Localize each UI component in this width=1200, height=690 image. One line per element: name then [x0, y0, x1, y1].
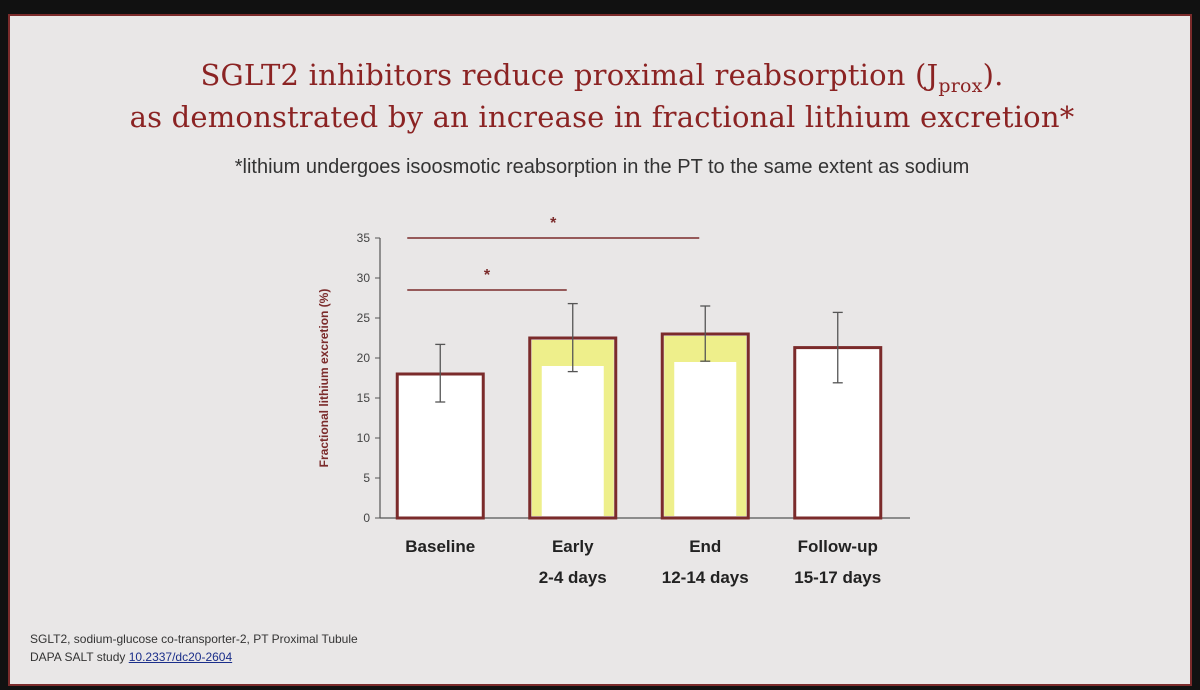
- title-end-text: ).: [982, 58, 1004, 92]
- title-line-1: SGLT2 inhibitors reduce proximal reabsor…: [10, 58, 1194, 97]
- footnote: SGLT2, sodium-glucose co-transporter-2, …: [30, 630, 358, 666]
- category-label: Baseline: [405, 537, 475, 556]
- category-sublabel: 12-14 days: [662, 568, 749, 587]
- significance-star: *: [550, 215, 557, 232]
- y-tick-label: 15: [357, 391, 371, 405]
- significance-star: *: [484, 267, 491, 284]
- category-label: End: [689, 537, 721, 556]
- bar-chart: 0 5 10 15 20 25 30 35 Fractional lithium excreti…: [317, 215, 910, 587]
- y-tick-label: 5: [363, 471, 370, 485]
- subtitle: *lithium undergoes isoosmotic reabsorpti…: [234, 156, 970, 178]
- doi-link[interactable]: 10.2337/dc20-2604: [128, 650, 233, 664]
- y-tick-label: 35: [357, 231, 371, 245]
- y-tick-label: 10: [357, 431, 371, 445]
- category-label: Follow-up: [798, 537, 878, 556]
- title-main-text: SGLT2 inhibitors reduce proximal reabsor…: [200, 58, 939, 92]
- footnote-reference: DAPA SALT study 10.2337/dc20-2604: [30, 648, 358, 666]
- slide: SGLT2 inhibitors reduce proximal reabsor…: [8, 14, 1192, 686]
- footnote-abbreviations: SGLT2, sodium-glucose co-transporter-2, …: [30, 632, 358, 646]
- bar-highlight-inner: [674, 362, 737, 516]
- y-axis-label: Fractional lithium excretion (%): [317, 289, 331, 468]
- category-sublabel: 2-4 days: [539, 568, 607, 587]
- y-tick-label: 30: [357, 271, 371, 285]
- bar-highlight-inner: [541, 366, 604, 516]
- category-label: Early: [552, 537, 594, 556]
- category-sublabel: 15-17 days: [794, 568, 881, 587]
- y-tick-label: 0: [363, 511, 370, 525]
- title-line-2: as demonstrated by an increase in fracti…: [129, 100, 1075, 134]
- y-tick-label: 25: [357, 311, 371, 325]
- title-subscript: prox: [938, 74, 983, 97]
- footnote-study-label: DAPA SALT study: [30, 650, 129, 664]
- y-tick-label: 20: [357, 351, 371, 365]
